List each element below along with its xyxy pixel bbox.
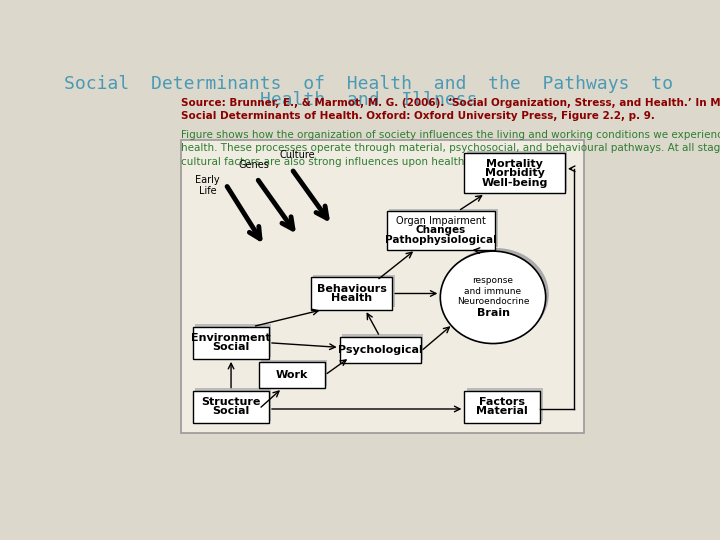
Text: Pathophysiological: Pathophysiological [385,234,497,245]
Text: Brain: Brain [477,308,510,318]
Text: Health  and  Illness: Health and Illness [260,91,478,109]
FancyBboxPatch shape [193,390,269,423]
FancyBboxPatch shape [340,336,421,363]
Text: response: response [472,276,513,285]
FancyBboxPatch shape [259,362,325,388]
Text: Material: Material [477,406,528,416]
FancyBboxPatch shape [464,390,540,423]
FancyBboxPatch shape [464,153,565,193]
FancyBboxPatch shape [467,388,543,421]
FancyBboxPatch shape [342,334,423,361]
Text: Well-being: Well-being [482,178,548,187]
Text: Mortality: Mortality [486,159,543,169]
Text: Social: Social [212,406,250,416]
Text: Factors: Factors [480,397,526,407]
Text: Work: Work [276,370,308,380]
FancyBboxPatch shape [195,325,271,356]
FancyBboxPatch shape [313,275,395,307]
FancyBboxPatch shape [389,209,498,247]
Ellipse shape [444,248,549,340]
Text: Source: Brunner, E., & Marmot, M. G. (2006). ‘Social Organization, Stress, and H: Source: Brunner, E., & Marmot, M. G. (20… [181,98,720,121]
Text: Organ Impairment: Organ Impairment [396,216,486,226]
FancyBboxPatch shape [193,327,269,359]
Text: Neuroendocrine: Neuroendocrine [456,298,529,307]
FancyBboxPatch shape [195,388,271,421]
Text: Social: Social [212,342,250,353]
FancyBboxPatch shape [387,211,495,249]
Text: Genes: Genes [239,160,270,170]
Ellipse shape [441,251,546,343]
FancyBboxPatch shape [181,140,585,433]
Text: Culture: Culture [280,150,315,160]
Text: Structure: Structure [202,397,261,407]
Text: Changes: Changes [416,225,467,235]
Text: Environment: Environment [192,333,271,343]
Text: Figure shows how the organization of society influences the living and working c: Figure shows how the organization of soc… [181,130,720,167]
Text: Morbidity: Morbidity [485,168,544,178]
Text: Health: Health [331,293,372,303]
Text: Behaviours: Behaviours [317,284,387,294]
FancyBboxPatch shape [261,360,327,386]
Text: Psychological: Psychological [338,345,423,355]
Text: and immune: and immune [464,287,521,296]
Text: Early
Life: Early Life [196,175,220,197]
Text: Social  Determinants  of  Health  and  the  Pathways  to: Social Determinants of Health and the Pa… [65,75,673,92]
FancyBboxPatch shape [467,151,567,191]
FancyBboxPatch shape [311,278,392,309]
